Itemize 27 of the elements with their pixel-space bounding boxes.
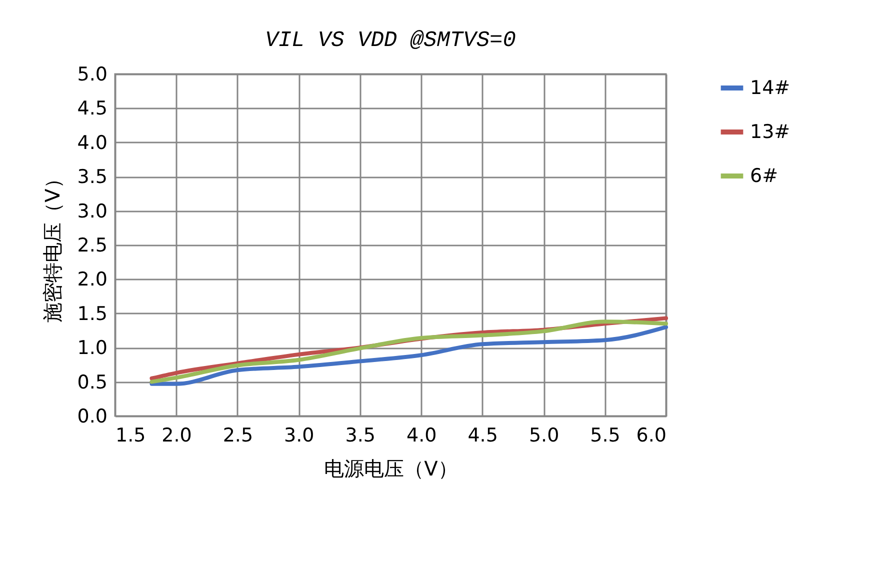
y-tick-label: 4.5 [77, 98, 108, 120]
x-tick-label: 5.0 [528, 424, 560, 446]
y-tick-label: 1.0 [77, 337, 108, 360]
y-tick-label: 2.0 [77, 268, 108, 291]
y-tick-label: 1.5 [77, 302, 108, 325]
x-tick-label: 5.5 [590, 424, 620, 446]
x-tick-label: 3.5 [345, 424, 376, 446]
chart-title: VIL VS VDD @SMTVS=0 [265, 28, 516, 53]
y-tick-label: 3.0 [77, 200, 108, 222]
y-axis-title: 施密特电压（V） [40, 168, 64, 322]
y-tick-label: 4.0 [77, 132, 108, 154]
y-tick-label: 0.5 [77, 371, 108, 394]
y-tick-label: 5.0 [77, 64, 108, 86]
x-tick-label: 3.0 [284, 424, 314, 446]
y-tick-label: 0.0 [77, 406, 108, 428]
x-axis-title: 电源电压（V） [324, 456, 458, 480]
y-tick-label: 2.5 [77, 234, 108, 256]
x-tick-label: 6.0 [636, 424, 666, 446]
x-tick-label: 4.5 [468, 424, 498, 446]
x-tick-label: 1.5 [116, 424, 146, 446]
y-tick-label: 3.5 [77, 166, 108, 188]
legend-label: 13# [750, 121, 790, 143]
x-tick-label: 4.0 [406, 424, 437, 446]
legend-label: 6# [750, 165, 778, 187]
x-tick-label: 2.5 [222, 424, 254, 446]
legend-label: 14# [750, 77, 790, 99]
x-tick-label: 2.0 [162, 424, 192, 446]
